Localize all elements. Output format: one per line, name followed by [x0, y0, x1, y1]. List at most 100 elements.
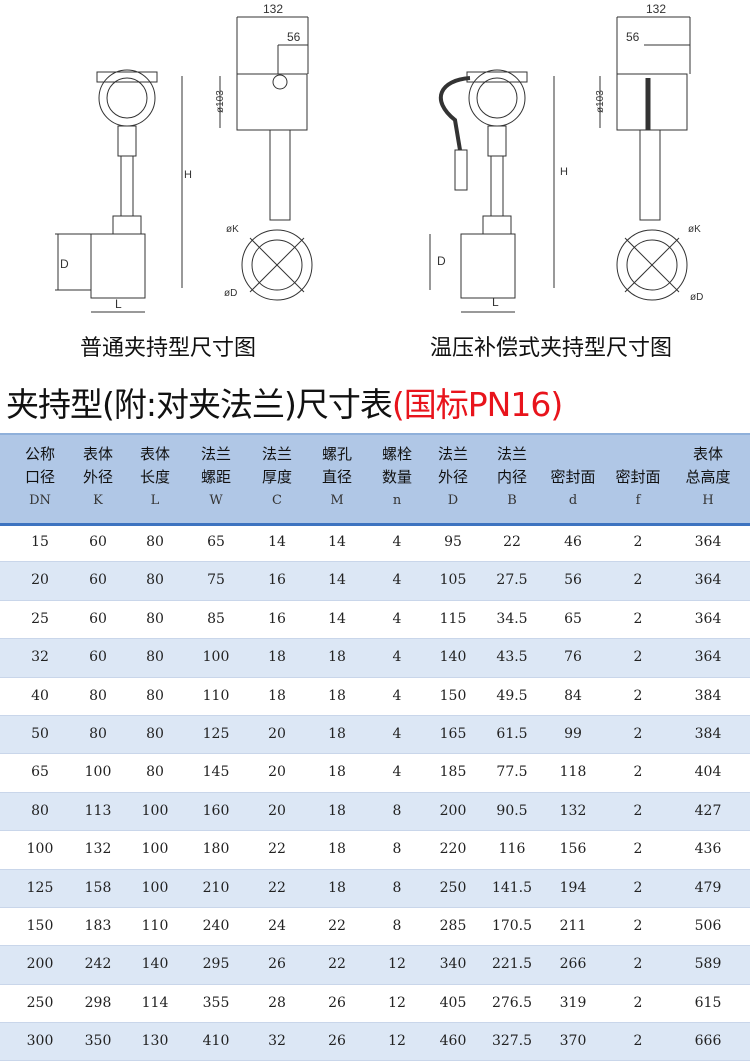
dim-h-label: H	[184, 169, 192, 181]
table-cell: 132	[84, 841, 112, 858]
table-cell: 666	[694, 1033, 722, 1050]
table-cell: 49.5	[496, 687, 528, 704]
column-header-l2: 口径	[24, 468, 55, 486]
table-cell: 384	[694, 725, 722, 742]
dim-d-label: D	[60, 257, 69, 271]
table-cell: 221.5	[491, 956, 533, 973]
dim-flange-label: øD	[690, 292, 703, 303]
column-header: 法兰 螺距 W	[186, 443, 246, 512]
table-cell: 404	[694, 764, 722, 781]
table-cell: 18	[268, 687, 286, 704]
table-cell: 114	[141, 994, 169, 1011]
table-cell: 211	[559, 917, 587, 934]
table-cell: 2	[633, 1033, 643, 1050]
table-cell: 95	[444, 534, 462, 550]
table-cell: 2	[633, 572, 643, 589]
column-header-l1: 法兰	[261, 445, 292, 463]
table-cell: 25	[31, 610, 49, 627]
table-cell: 8	[392, 841, 402, 858]
table-cell: 250	[439, 879, 467, 896]
column-header-code: d	[568, 493, 578, 508]
table-title: 夹持型(附:对夹法兰)尺寸表(国标PN16)	[6, 378, 563, 426]
table-cell: 22	[268, 879, 286, 896]
column-header: 公称 口径 DN	[10, 443, 70, 512]
table-cell: 80	[31, 802, 49, 819]
column-header-l2: 数量	[381, 468, 412, 486]
table-row: 300 350 130 410 32 26 12 460 327.5 370 2 666	[0, 1023, 750, 1061]
table-cell: 100	[141, 802, 169, 819]
column-header-code: f	[635, 493, 641, 508]
table-cell: 355	[202, 994, 230, 1011]
column-header-code: DN	[29, 493, 51, 508]
table-cell: 80	[89, 687, 107, 704]
table-cell: 14	[328, 572, 346, 589]
table-cell: 75	[207, 572, 225, 589]
table-cell: 125	[202, 725, 230, 742]
table-cell: 26	[268, 956, 286, 973]
table-cell: 40	[31, 687, 49, 704]
table-cell: 2	[633, 956, 643, 973]
table-cell: 60	[89, 572, 107, 589]
table-cell: 26	[328, 994, 346, 1011]
table-cell: 18	[328, 725, 346, 742]
meter-body	[90, 233, 146, 299]
column-header: 螺孔 直径 M	[307, 443, 367, 512]
table-cell: 100	[202, 649, 230, 666]
column-header-l1: 表体	[692, 445, 723, 463]
table-cell: 384	[694, 687, 722, 704]
table-cell: 185	[439, 764, 467, 781]
dimension-drawings: D L H 132 56 ø103 øK øD D L H 132 56 ø10…	[55, 2, 703, 313]
dim-head-label: ø103	[215, 90, 226, 113]
table-cell: 285	[439, 917, 467, 934]
table-cell: 26	[328, 1033, 346, 1050]
table-cell: 16	[268, 572, 286, 589]
column-header-code: n	[392, 493, 402, 508]
table-cell: 77.5	[496, 764, 528, 781]
table-cell: 115	[439, 610, 467, 627]
table-cell: 100	[141, 879, 169, 896]
table-cell: 240	[202, 917, 230, 934]
table-cell: 65	[564, 610, 582, 627]
table-cell: 43.5	[496, 649, 528, 666]
table-cell: 150	[439, 687, 467, 704]
table-cell: 20	[268, 764, 286, 781]
table-cell: 364	[694, 534, 722, 550]
table-cell: 141.5	[491, 879, 533, 896]
table-cell: 140	[141, 956, 169, 973]
column-header-code: W	[209, 493, 223, 508]
dim-flange-label: øD	[224, 288, 237, 299]
standard-wafer-drawing: D L H 132 56 ø103 øK øD	[55, 2, 313, 313]
table-cell: 4	[392, 764, 402, 781]
table-cell: 65	[207, 534, 225, 550]
table-cell: 60	[89, 610, 107, 627]
table-row: 80 113 100 160 20 18 8 200 90.5 132 2 427	[0, 792, 750, 832]
table-cell: 180	[202, 841, 230, 858]
table-cell: 350	[84, 1033, 112, 1050]
table-cell: 46	[564, 534, 582, 550]
table-cell: 118	[559, 764, 587, 781]
table-cell: 506	[694, 917, 722, 934]
table-cell: 210	[202, 879, 230, 896]
column-header-l1: 螺孔	[321, 445, 352, 463]
table-cell: 2	[633, 879, 643, 896]
column-header-l2: 外径	[82, 468, 113, 486]
table-cell: 32	[268, 1033, 286, 1050]
column-header-l1: 法兰	[437, 445, 468, 463]
table-cell: 28	[268, 994, 286, 1011]
table-cell: 100	[141, 841, 169, 858]
table-cell: 2	[633, 764, 643, 781]
table-cell: 165	[439, 725, 467, 742]
dimension-table: 15 60 80 65 14 14 4 95 22 46 2 364 20 60 80 75 16 14 4 105 2…	[0, 524, 750, 1061]
table-cell: 4	[392, 572, 402, 589]
table-cell: 194	[559, 879, 587, 896]
table-cell: 8	[392, 802, 402, 819]
table-cell: 300	[26, 1033, 54, 1050]
table-cell: 4	[392, 725, 402, 742]
table-cell: 110	[141, 917, 169, 934]
table-cell: 125	[26, 879, 54, 896]
table-cell: 150	[26, 917, 54, 934]
table-row: 200 242 140 295 26 22 12 340 221.5 266 2 589	[0, 946, 750, 985]
table-cell: 427	[694, 802, 722, 819]
column-header-l1: 法兰	[496, 445, 527, 463]
table-cell: 2	[633, 917, 643, 934]
